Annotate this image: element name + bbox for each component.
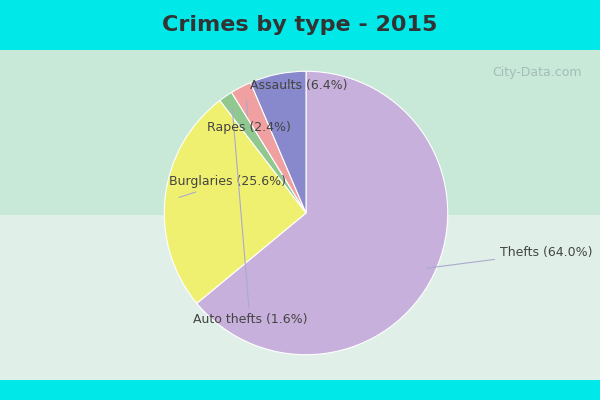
Text: Thefts (64.0%): Thefts (64.0%)	[427, 246, 593, 268]
Text: City-Data.com: City-Data.com	[493, 66, 582, 79]
Wedge shape	[164, 100, 306, 303]
Text: Crimes by type - 2015: Crimes by type - 2015	[163, 15, 437, 35]
Text: Rapes (2.4%): Rapes (2.4%)	[207, 100, 290, 134]
Wedge shape	[197, 71, 448, 355]
Text: Burglaries (25.6%): Burglaries (25.6%)	[169, 175, 286, 198]
Text: Auto thefts (1.6%): Auto thefts (1.6%)	[193, 108, 307, 326]
Wedge shape	[220, 92, 306, 213]
Text: Assaults (6.4%): Assaults (6.4%)	[250, 79, 347, 92]
Wedge shape	[251, 71, 306, 213]
Wedge shape	[232, 82, 306, 213]
